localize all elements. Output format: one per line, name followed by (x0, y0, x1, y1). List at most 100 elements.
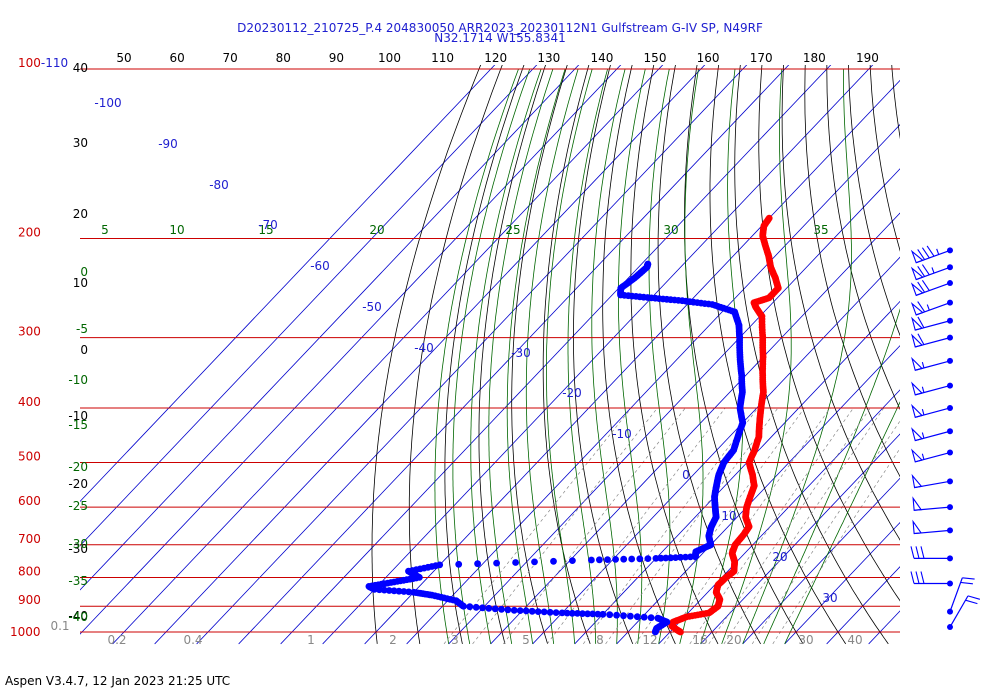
dry-adiabat-line (891, 65, 900, 140)
dry-adiabat-label: 10 (73, 276, 88, 290)
dry-adiabat-line (371, 65, 482, 644)
wind-barb (911, 448, 953, 463)
isotherm-label: -30 (511, 346, 531, 360)
dry-adiabat-line (912, 43, 1000, 644)
wind-barb-feather (915, 546, 920, 559)
moist-adiabat-label: -20 (68, 460, 88, 474)
pressure-label: 900 (18, 593, 41, 607)
isotherm-label: 0 (682, 468, 690, 482)
dewpoint-point (628, 555, 636, 563)
isotherm-label: -50 (362, 300, 382, 314)
dry-adiabat-label: -10 (68, 409, 88, 423)
wind-barb-feather (917, 316, 925, 329)
wind-barb-feather (910, 546, 915, 559)
wind-barb (947, 595, 981, 631)
moist-adiabat-label: -10 (68, 373, 88, 387)
dewpoint-point (620, 612, 627, 620)
isotherm-line (80, 65, 622, 635)
dry-adiabat-label: 30 (73, 136, 88, 150)
dewpoint-point (472, 603, 480, 611)
mixing-ratio-label: 8 (596, 633, 604, 647)
wind-barbs (910, 245, 981, 631)
dewpoint-point (662, 554, 670, 562)
isotherm-line (868, 610, 900, 645)
isotherm-line (742, 477, 900, 645)
sounding-profiles (365, 214, 782, 636)
moist-adiabat-label: -25 (68, 499, 88, 513)
mixing-ratio-line (723, 407, 885, 645)
dry-adiabat-line (954, 43, 1000, 644)
wind-barb-feather (920, 571, 925, 584)
dewpoint-point (400, 588, 408, 595)
mixing-ratio-line (708, 407, 871, 645)
dewpoint-point (612, 556, 619, 563)
moist-adiabat-line (567, 68, 608, 644)
isotherm-line (616, 345, 900, 645)
dry-adiabat-line (996, 43, 1000, 644)
isotherm-label: 20 (772, 550, 787, 564)
moist-adiabat-label: -15 (68, 418, 88, 432)
wind-barb-feather (921, 264, 930, 276)
wind-barb (912, 496, 953, 511)
moist-adiabat-line (721, 68, 792, 645)
isotherm-line (700, 433, 900, 645)
moist-adiabat-line (618, 68, 646, 644)
dewpoint-point (627, 612, 634, 620)
pressure-label: 800 (18, 564, 41, 578)
dewpoint-point (682, 553, 689, 561)
wind-barb-feather (910, 571, 915, 584)
isotherm-line (784, 521, 900, 645)
top-scale-label: 190 (856, 51, 879, 65)
wind-barb-half-feather (921, 386, 925, 393)
dewpoint-point (410, 588, 418, 596)
isotherm-line (80, 65, 538, 547)
dewpoint-point (644, 260, 652, 268)
wind-barb-feather (917, 301, 926, 313)
isotherm-line (322, 65, 874, 645)
pressure-label: 200 (18, 225, 41, 239)
wind-barb-feather (926, 245, 935, 257)
moist-adiabat-top-label: 20 (369, 223, 384, 237)
wind-barb-feather (920, 546, 925, 559)
dewpoint-point (574, 610, 581, 617)
dewpoint-point (677, 553, 684, 561)
wind-barb (910, 571, 953, 587)
wind-barb (911, 381, 953, 396)
isobars (80, 68, 900, 633)
wind-barb (911, 473, 953, 489)
dry-adiabat-line (709, 65, 847, 645)
chart-title-line1: D20230112_210725_P.4 204830050 ARR2023_2… (237, 21, 763, 35)
isotherm-label: -70 (258, 218, 278, 232)
wind-barb-half-feather (926, 304, 930, 311)
dewpoint-point (667, 554, 675, 562)
dewpoint-point (584, 610, 591, 618)
wind-barb (912, 519, 953, 535)
top-scale-label: 160 (697, 51, 720, 65)
mixing-ratio-line (772, 447, 900, 645)
dewpoint-point (647, 614, 655, 622)
dewpoint-point (385, 587, 393, 594)
temperature-point (765, 214, 773, 222)
dry-adiabat-line (657, 65, 761, 645)
moist-adiabat-line (591, 68, 626, 644)
dewpoint-point (640, 613, 648, 621)
wind-barb-feather (917, 333, 925, 345)
wind-barb-pennant (910, 282, 924, 297)
isotherm-label: -90 (158, 137, 178, 151)
moist-adiabat-top-label: 30 (663, 223, 678, 237)
wind-barb-pennant (911, 403, 924, 418)
isotherm-line (658, 389, 900, 645)
pressure-label: 400 (18, 395, 41, 409)
moist-adiabat-line (763, 308, 900, 645)
dry-adiabat-line (630, 65, 719, 645)
isotherm-line (280, 65, 832, 645)
wind-barb (911, 316, 953, 331)
moist-adiabat-line (700, 68, 744, 645)
dewpoint-point (687, 553, 694, 561)
dry-adiabat-line (975, 43, 1000, 644)
moist-adiabat-label: 0 (80, 265, 88, 279)
dewpoint-point (485, 604, 493, 612)
dry-adiabat-label: 0 (80, 343, 88, 357)
mixing-ratio-label: 30 (798, 633, 813, 647)
wind-barb-half-feather (936, 248, 940, 255)
